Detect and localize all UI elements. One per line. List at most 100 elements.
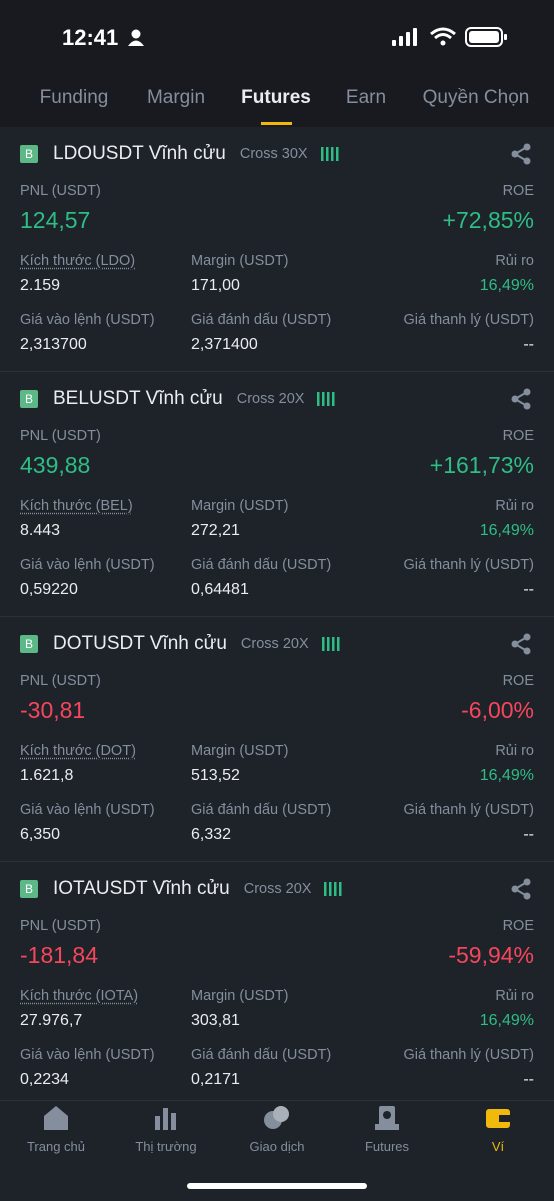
liq-value: -- <box>523 336 534 353</box>
margin-label: Margin (USDT) <box>191 498 289 514</box>
side-badge: B <box>20 635 38 653</box>
roe-label: ROE <box>502 183 534 199</box>
leverage: Cross 20X <box>240 636 309 652</box>
risk-value: 16,49% <box>479 277 534 294</box>
size-value: 1.621,8 <box>20 767 74 784</box>
tab[interactable]: Quyền Chọn <box>422 87 530 108</box>
pnl-label: PNL (USDT) <box>20 918 101 934</box>
margin-label: Margin (USDT) <box>191 743 289 759</box>
entry-value: 0,2234 <box>20 1071 69 1088</box>
pnl-label: PNL (USDT) <box>20 428 101 444</box>
title-row: B IOTAUSDT Vĩnh cửu Cross 20X <box>20 878 345 900</box>
mark-label: Giá đánh dấu (USDT) <box>191 557 332 573</box>
entry-label: Giá vào lệnh (USDT) <box>20 1047 155 1063</box>
risk-value: 16,49% <box>479 767 534 784</box>
nav-label[interactable]: Thị trường <box>135 1139 197 1154</box>
tab[interactable]: Earn <box>345 87 387 108</box>
title-row: B DOTUSDT Vĩnh cửu Cross 20X <box>20 633 343 655</box>
entry-label: Giá vào lệnh (USDT) <box>20 802 155 818</box>
size-label: Kích thước (LDO) <box>20 253 136 269</box>
liq-label: Giá thanh lý (USDT) <box>403 557 534 573</box>
roe-label: ROE <box>502 673 534 689</box>
position-card: B IOTAUSDT Vĩnh cửu Cross 20X PNL (USDT) -18… <box>0 862 554 1107</box>
clock: 12:41 <box>62 25 119 50</box>
margin-value: 171,00 <box>191 277 240 294</box>
position-card: B BELUSDT Vĩnh cửu Cross 20X PNL (USDT) 439,… <box>0 372 554 617</box>
nav-icon[interactable] <box>373 1104 401 1132</box>
nav-label[interactable]: Giao dịch <box>249 1139 305 1154</box>
risk-label: Rủi ro <box>495 253 534 269</box>
margin-label: Margin (USDT) <box>191 988 289 1004</box>
tab[interactable]: Funding <box>39 87 109 108</box>
share-button[interactable] <box>510 388 532 410</box>
liq-label: Giá thanh lý (USDT) <box>403 312 534 328</box>
share-button[interactable] <box>510 878 532 900</box>
share-button[interactable] <box>510 143 532 165</box>
symbol-title[interactable]: LDOUSDT Vĩnh cửu <box>53 143 226 164</box>
margin-value: 303,81 <box>191 1012 240 1029</box>
risk-label: Rủi ro <box>495 498 534 514</box>
pnl-label: PNL (USDT) <box>20 183 101 199</box>
home-indicator <box>187 1183 367 1189</box>
symbol-title[interactable]: IOTAUSDT Vĩnh cửu <box>53 878 230 899</box>
mark-label: Giá đánh dấu (USDT) <box>191 802 332 818</box>
risk-bars <box>324 882 342 896</box>
size-value: 27.976,7 <box>20 1012 83 1029</box>
tab[interactable]: Margin <box>146 87 206 108</box>
size-label: Kích thước (IOTA) <box>20 988 139 1004</box>
liq-label: Giá thanh lý (USDT) <box>403 802 534 818</box>
side-badge: B <box>20 880 38 898</box>
header: 12:41 Funding Margin Futures Earn Quyền Chọn <box>0 0 554 127</box>
pnl-value: -30,81 <box>20 697 86 723</box>
risk-value: 16,49% <box>479 1012 534 1029</box>
user-icon <box>128 29 144 46</box>
roe-value: -59,94% <box>448 942 534 968</box>
side-badge: B <box>20 145 38 163</box>
tab[interactable]: Futures <box>241 87 311 108</box>
status-icons <box>392 27 507 47</box>
size-label: Kích thước (BEL) <box>20 498 133 514</box>
liq-value: -- <box>523 826 534 843</box>
risk-bars <box>321 637 340 651</box>
leverage: Cross 30X <box>239 146 308 162</box>
nav-label[interactable]: Trang chủ <box>26 1139 86 1154</box>
size-label: Kích thước (DOT) <box>20 743 136 759</box>
risk-bars <box>317 392 335 406</box>
pnl-value: -181,84 <box>20 942 99 968</box>
title-row: B LDOUSDT Vĩnh cửu Cross 30X <box>20 143 342 165</box>
risk-label: Rủi ro <box>495 743 534 759</box>
risk-label: Rủi ro <box>495 988 534 1004</box>
liq-value: -- <box>523 1071 534 1088</box>
nav-icon[interactable] <box>152 1104 180 1132</box>
mark-value: 0,64481 <box>191 581 249 598</box>
risk-bars <box>320 147 339 161</box>
risk-value: 16,49% <box>479 522 534 539</box>
mark-value: 2,371400 <box>191 336 258 353</box>
side-badge: B <box>20 390 38 408</box>
nav-icon[interactable] <box>263 1104 291 1132</box>
roe-value: -6,00% <box>461 697 534 723</box>
pnl-label: PNL (USDT) <box>20 673 101 689</box>
margin-label: Margin (USDT) <box>191 253 289 269</box>
nav-icon[interactable] <box>484 1104 512 1132</box>
mark-label: Giá đánh dấu (USDT) <box>191 1047 332 1063</box>
entry-value: 6,350 <box>20 826 61 843</box>
pnl-value: 124,57 <box>20 207 91 233</box>
position-card: B DOTUSDT Vĩnh cửu Cross 20X PNL (USDT) -30,… <box>0 617 554 862</box>
nav-icon[interactable] <box>42 1104 70 1132</box>
mark-label: Giá đánh dấu (USDT) <box>191 312 332 328</box>
margin-value: 272,21 <box>191 522 240 539</box>
size-value: 2.159 <box>20 277 61 294</box>
share-button[interactable] <box>510 633 532 655</box>
liq-label: Giá thanh lý (USDT) <box>403 1047 534 1063</box>
symbol-title[interactable]: DOTUSDT Vĩnh cửu <box>53 633 227 654</box>
nav-label[interactable]: Futures <box>364 1139 410 1154</box>
mark-value: 6,332 <box>191 826 232 843</box>
title-row: B BELUSDT Vĩnh cửu Cross 20X <box>20 388 338 410</box>
nav-label[interactable]: Ví <box>491 1139 505 1154</box>
entry-label: Giá vào lệnh (USDT) <box>20 312 155 328</box>
symbol-title[interactable]: BELUSDT Vĩnh cửu <box>53 388 223 409</box>
tab-underline <box>261 122 292 125</box>
liq-value: -- <box>523 581 534 598</box>
